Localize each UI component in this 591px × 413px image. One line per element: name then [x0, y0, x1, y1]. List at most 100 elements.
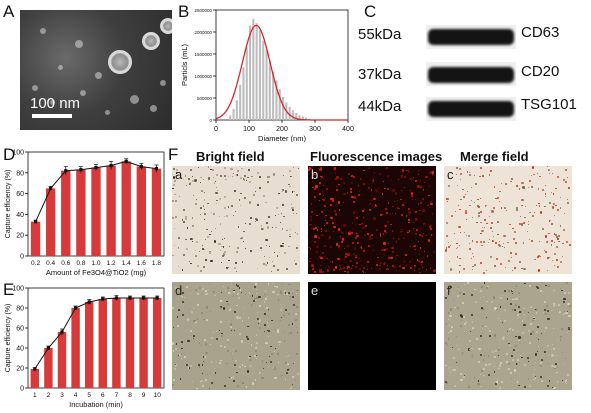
chart-e-bar	[57, 332, 67, 388]
chart-b-bar	[252, 18, 255, 120]
chart-b-bar	[288, 106, 291, 120]
header-merge-field: Merge field	[460, 149, 529, 164]
chart-d-point	[49, 186, 53, 190]
chart-b-ylabel: Particls (mL)	[180, 43, 189, 86]
micro-label-b: b	[311, 167, 319, 182]
panel-letter-b: B	[178, 2, 190, 21]
chart-b-xtick-label: 100	[243, 126, 255, 133]
micro-fluorescence-1: b	[308, 166, 436, 274]
chart-e-ytick-label: 80	[16, 306, 24, 313]
chart-d-point	[94, 166, 98, 170]
header-bright-field: Bright field	[196, 149, 265, 164]
chart-b-bar	[282, 97, 285, 120]
micro-merge-2: f	[444, 282, 572, 390]
blot-protein-3: TSG101	[521, 96, 577, 113]
chart-d-bar	[76, 169, 86, 256]
chart-d-xtick-label: 1.6	[137, 260, 146, 267]
chart-e-bar	[44, 348, 53, 388]
panel-letter-c: C	[364, 2, 377, 21]
blot-band-cd20	[426, 62, 516, 86]
chart-d-bar	[106, 165, 116, 256]
chart-d-xtick-label: 1.8	[152, 260, 161, 267]
chart-e-bar	[152, 298, 162, 388]
chart-d-xtick-label: 0.2	[31, 260, 40, 267]
chart-b-bar	[275, 80, 278, 120]
chart-d-point	[64, 169, 68, 173]
chart-d-bar	[91, 167, 101, 256]
panel-letter-f: F	[168, 145, 179, 164]
chart-d-ytick-label: 60	[16, 191, 24, 198]
chart-e-ytick-label: 20	[16, 366, 24, 373]
chart-e-point	[33, 367, 37, 371]
chart-b-xtick-label: 0	[214, 126, 218, 133]
chart-e-point	[101, 297, 105, 301]
chart-e-ytick-label: 40	[16, 346, 24, 353]
chart-b-xtick-label: 400	[342, 126, 354, 133]
blot-band-tsg101	[426, 97, 516, 121]
chart-d-ytick-label: 40	[16, 212, 24, 219]
panel-letter-e: E	[3, 280, 15, 299]
blot-protein-2: CD20	[521, 63, 560, 80]
chart-e-ytick-label: 0	[20, 386, 24, 393]
chart-e-point	[87, 300, 91, 304]
chart-b-bar	[268, 60, 271, 120]
blot-protein-1: CD63	[521, 24, 560, 41]
chart-e: 0 20 40 60 80 100 1 2 3 4 5 6 7 8 9 10 Incubation (min) C…	[5, 286, 165, 409]
chart-d-bar	[45, 188, 56, 256]
chart-e-ytick-label: 100	[12, 286, 24, 293]
chart-e-xtick-label: 2	[47, 392, 51, 399]
chart-d-bar	[136, 166, 147, 256]
chart-b-bar	[242, 67, 245, 120]
chart-e-xtick-label: 5	[87, 392, 91, 399]
blot-kda-3: 44kDa	[358, 98, 402, 115]
panel-letter-a: A	[3, 2, 15, 21]
chart-b-bar	[262, 40, 265, 120]
panel-letter-d: D	[3, 145, 16, 164]
chart-b-ytick-label: 0	[209, 118, 212, 123]
chart-b-bar	[298, 115, 301, 120]
chart-b-ytick-label: 1000000	[194, 74, 212, 79]
chart-b-xtick-label: 200	[276, 126, 288, 133]
chart-b-bar	[301, 116, 304, 120]
chart-b-bar	[291, 110, 294, 120]
chart-b-bar	[272, 71, 275, 120]
chart-d-bar	[61, 170, 71, 256]
micro-fluorescence-2: e	[308, 282, 436, 390]
chart-e-bar	[30, 369, 40, 388]
chart-d-point	[124, 159, 128, 163]
tem-image: 100 nm	[20, 10, 172, 130]
micro-label-d: d	[175, 283, 183, 298]
chart-e-xtick-label: 9	[142, 392, 146, 399]
chart-d-xtick-label: 1.0	[91, 260, 100, 267]
micro-label-a: a	[175, 167, 183, 182]
chart-e-bar	[139, 298, 148, 388]
chart-e-bar	[71, 308, 80, 388]
chart-e-point	[46, 346, 50, 350]
chart-b-ytick-label: 500000	[197, 96, 213, 101]
chart-e-point	[155, 296, 159, 300]
chart-d-xtick-label: 0.4	[46, 260, 55, 267]
chart-d-ytick-label: 0	[20, 254, 24, 261]
chart-e-point	[74, 306, 78, 310]
chart-e-xtick-label: 6	[101, 392, 105, 399]
chart-d-point	[33, 220, 38, 224]
micro-bright-field-1: a	[172, 166, 300, 274]
chart-d-bar	[30, 221, 41, 256]
chart-b-xtick-label: 300	[309, 126, 321, 133]
chart-e-trend-line	[34, 297, 158, 370]
chart-d-ytick-label: 20	[16, 233, 24, 240]
scale-bar	[32, 114, 72, 118]
chart-b-bar	[229, 115, 232, 120]
chart-b-bar	[239, 84, 242, 120]
chart-b-bar	[249, 25, 252, 120]
chart-d-bar	[151, 168, 162, 256]
chart-e-point	[142, 296, 146, 300]
chart-b-ytick-label: 2500000	[194, 8, 212, 13]
chart-e-point	[128, 296, 132, 300]
chart-b-bar	[245, 47, 248, 120]
chart-d-xtick-label: 1.4	[122, 260, 131, 267]
scale-bar-label: 100 nm	[30, 95, 81, 112]
chart-b-ytick-label: 2000000	[194, 30, 212, 35]
chart-e-xtick-label: 8	[128, 392, 132, 399]
chart-d-point	[109, 163, 113, 168]
